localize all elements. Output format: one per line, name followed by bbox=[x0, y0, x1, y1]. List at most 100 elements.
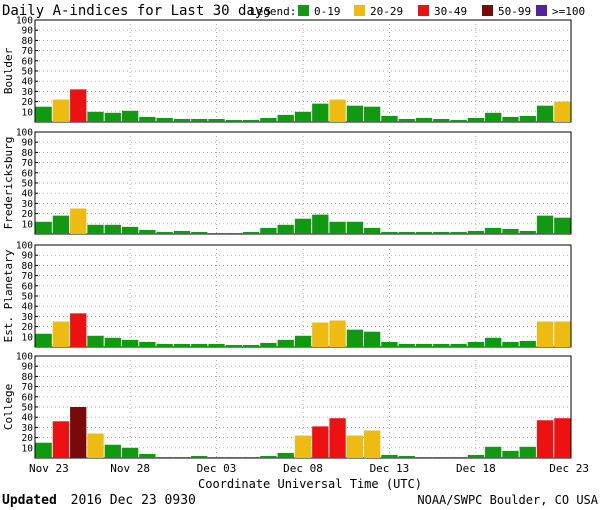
bar bbox=[156, 117, 173, 122]
y-tick-label: 90 bbox=[22, 362, 34, 373]
bar bbox=[52, 99, 70, 122]
bar bbox=[225, 456, 242, 458]
bar bbox=[52, 321, 70, 347]
y-tick-label: 10 bbox=[22, 219, 34, 230]
bar bbox=[364, 106, 381, 122]
legend-swatch bbox=[418, 5, 429, 16]
bar bbox=[242, 231, 260, 234]
updated-timestamp: 2016 Dec 23 0930 bbox=[71, 493, 196, 508]
y-tick-label: 50 bbox=[22, 67, 34, 78]
bar bbox=[294, 111, 312, 122]
x-tick-label: Dec 03 bbox=[197, 462, 237, 475]
bar bbox=[104, 337, 121, 347]
bar bbox=[346, 105, 364, 122]
y-tick-label: 30 bbox=[22, 87, 34, 98]
bar bbox=[52, 421, 70, 458]
bar bbox=[139, 229, 156, 234]
bar bbox=[104, 444, 121, 458]
panel-ylabel: Est. Planetary bbox=[2, 249, 15, 342]
bar bbox=[398, 343, 415, 347]
bar bbox=[398, 118, 415, 122]
y-tick-label: 20 bbox=[22, 322, 34, 333]
bar bbox=[346, 221, 364, 234]
y-tick-label: 40 bbox=[22, 413, 34, 424]
bar bbox=[294, 435, 312, 458]
y-tick-label: 70 bbox=[22, 382, 34, 393]
bar bbox=[225, 232, 242, 234]
y-tick-label: 100 bbox=[16, 352, 33, 363]
bar bbox=[225, 344, 242, 347]
legend-swatch bbox=[298, 5, 309, 16]
bar bbox=[398, 455, 415, 458]
y-tick-label: 80 bbox=[22, 261, 34, 272]
bar bbox=[173, 230, 191, 234]
y-tick-label: 90 bbox=[22, 138, 34, 149]
bar bbox=[415, 456, 433, 458]
bar bbox=[208, 343, 225, 347]
bar bbox=[450, 119, 467, 122]
bar bbox=[139, 116, 156, 122]
bar bbox=[381, 454, 398, 458]
bar bbox=[156, 231, 173, 234]
bar bbox=[433, 456, 450, 458]
bar bbox=[173, 118, 191, 122]
source-credit: NOAA/SWPC Boulder, CO USA bbox=[417, 493, 598, 507]
bar bbox=[260, 342, 277, 347]
bar bbox=[502, 341, 519, 347]
bar bbox=[173, 343, 191, 347]
bar bbox=[294, 335, 312, 347]
bar bbox=[191, 231, 208, 234]
bar bbox=[208, 118, 225, 122]
bar bbox=[173, 456, 191, 458]
bar bbox=[70, 208, 87, 234]
bar bbox=[485, 227, 502, 234]
y-tick-label: 80 bbox=[22, 36, 34, 47]
bar bbox=[121, 339, 139, 347]
bar bbox=[536, 420, 554, 458]
bar bbox=[139, 341, 156, 347]
y-tick-label: 70 bbox=[22, 46, 34, 57]
bar bbox=[485, 337, 502, 347]
bar bbox=[121, 226, 139, 234]
y-tick-label: 50 bbox=[22, 403, 34, 414]
bar bbox=[346, 435, 364, 458]
bar bbox=[87, 433, 104, 458]
y-tick-label: 70 bbox=[22, 158, 34, 169]
bar bbox=[156, 343, 173, 347]
y-tick-label: 40 bbox=[22, 189, 34, 200]
legend-entry-label: 30-49 bbox=[434, 5, 467, 18]
bar bbox=[277, 452, 294, 458]
bar bbox=[242, 344, 260, 347]
bar bbox=[35, 106, 52, 122]
bar bbox=[329, 99, 346, 122]
y-tick-label: 10 bbox=[22, 107, 34, 118]
legend-entry-label: 50-99 bbox=[498, 5, 531, 18]
bar bbox=[35, 221, 52, 234]
y-tick-label: 10 bbox=[22, 443, 34, 454]
legend-swatch bbox=[354, 5, 365, 16]
bar bbox=[485, 112, 502, 122]
legend-entry-label: 0-19 bbox=[314, 5, 341, 18]
y-tick-label: 40 bbox=[22, 302, 34, 313]
x-tick-label: Nov 23 bbox=[29, 462, 69, 475]
bar bbox=[519, 230, 536, 234]
y-tick-label: 20 bbox=[22, 433, 34, 444]
bar bbox=[121, 447, 139, 458]
bar bbox=[70, 89, 87, 122]
x-tick-label: Dec 18 bbox=[456, 462, 496, 475]
bar bbox=[519, 115, 536, 122]
bar bbox=[381, 231, 398, 234]
bar bbox=[467, 454, 485, 458]
bar bbox=[364, 331, 381, 347]
bar bbox=[260, 117, 277, 122]
panel-ylabel: College bbox=[2, 384, 15, 430]
panels: 102030405060708090100Boulder102030405060… bbox=[2, 16, 572, 459]
bar bbox=[260, 227, 277, 234]
bar bbox=[104, 224, 121, 234]
bar bbox=[87, 224, 104, 234]
bar bbox=[52, 215, 70, 234]
bar bbox=[191, 455, 208, 458]
